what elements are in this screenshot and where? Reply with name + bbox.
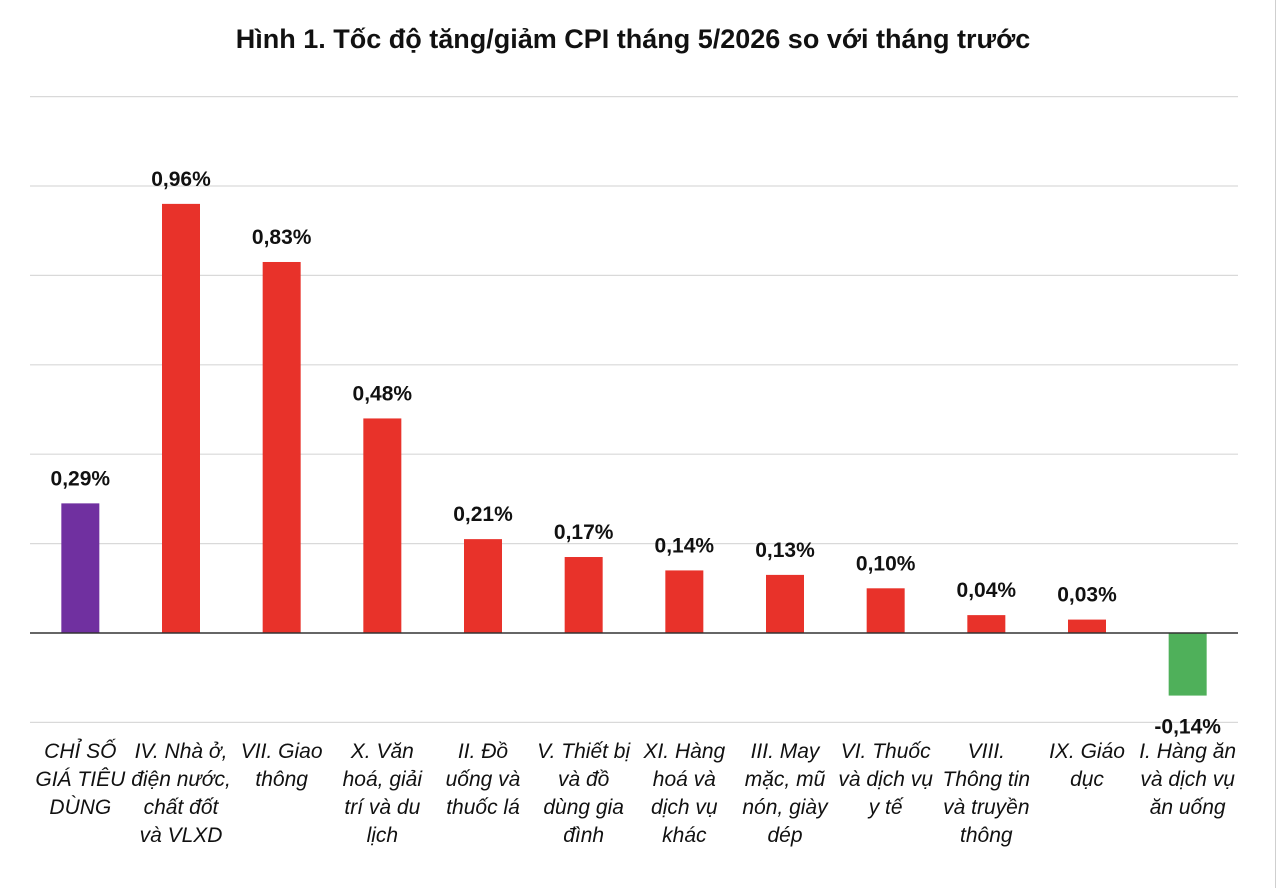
- chart-title: Hình 1. Tốc độ tăng/giảm CPI tháng 5/202…: [235, 24, 1031, 54]
- data-label: 0,29%: [51, 467, 111, 490]
- data-label: 0,48%: [353, 382, 413, 405]
- category-label: VIII. Thông tin và truyền thông: [942, 740, 1031, 847]
- bar: [866, 588, 905, 633]
- category-label: III. May mặc, mũ nón, giày dép: [742, 740, 828, 847]
- data-label: 0,17%: [554, 521, 614, 544]
- data-label: 0,14%: [655, 534, 715, 557]
- bar: [61, 503, 100, 633]
- bar: [967, 615, 1006, 633]
- category-label: V. Thiết bị và đồ dùng gia đình: [537, 740, 631, 847]
- category-label: II. Đồ uống và thuốc lá: [445, 740, 521, 819]
- right-border: [1275, 0, 1276, 888]
- bar: [564, 557, 603, 633]
- bar: [464, 539, 502, 633]
- data-label: 0,21%: [453, 503, 513, 526]
- bar: [262, 261, 301, 633]
- category-label: VI. Thuốc và dịch vụ y tế: [838, 740, 933, 819]
- data-label: 0,83%: [252, 226, 312, 249]
- bar: [766, 574, 804, 633]
- category-label: IX. Giáo dục: [1049, 740, 1125, 791]
- bar: [665, 570, 704, 633]
- data-label: 0,04%: [957, 579, 1017, 602]
- data-label: -0,14%: [1154, 716, 1221, 739]
- category-label: VII. Giao thông: [240, 740, 323, 791]
- bar: [363, 418, 402, 633]
- category-label: CHỈ SỐ GIÁ TIÊU DÙNG: [35, 740, 126, 819]
- bar: [162, 203, 200, 633]
- bar: [1068, 619, 1106, 633]
- bar: [1168, 633, 1207, 696]
- category-label: I. Hàng ăn và dịch vụ ăn uống: [1139, 740, 1237, 819]
- category-label: XI. Hàng hoá và dịch vụ khác: [643, 740, 726, 847]
- data-label: 0,03%: [1057, 584, 1117, 607]
- data-label: 0,10%: [856, 552, 916, 575]
- category-label: X. Văn hoá, giải trí và du lịch: [342, 740, 423, 847]
- data-label: 0,96%: [151, 168, 211, 191]
- data-label: 0,13%: [755, 539, 815, 562]
- category-label: IV. Nhà ở, điện nước, chất đốt và VLXD: [131, 740, 231, 847]
